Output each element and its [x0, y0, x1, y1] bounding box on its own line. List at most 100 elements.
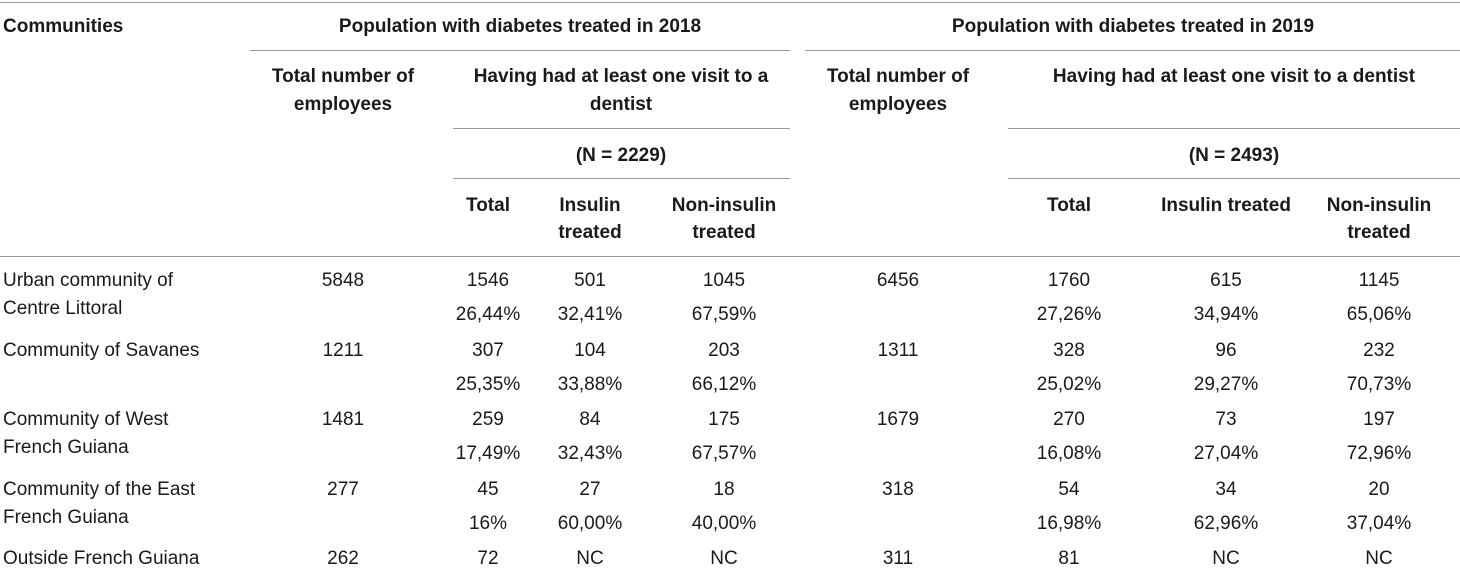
cell-ins-2018: 104 [574, 340, 606, 361]
header-total-2019: Total [1047, 195, 1091, 216]
cell-ins-2018: 27 [579, 479, 601, 500]
header-pop-2018: Population with diabetes treated in 2018 [338, 16, 702, 37]
cell-ins-2018-pct: 60,00% [557, 513, 623, 534]
cell-total-2019: 270 [1053, 409, 1085, 430]
header-communities: Communities [3, 16, 124, 37]
cell-non-2018: 18 [713, 479, 735, 500]
top-rule [0, 2, 1460, 3]
cell-total-2019-pct: 27,26% [1036, 304, 1102, 325]
community-name: Community of West [3, 409, 169, 430]
cell-non-2019-pct: 70,73% [1346, 374, 1412, 395]
cell-ins-2019: 96 [1215, 340, 1237, 361]
cell-ins-2018-pct: 32,41% [557, 304, 623, 325]
header-noninsulin-2018-l2: treated [692, 222, 756, 243]
header-noninsulin-2019-l2: treated [1347, 222, 1411, 243]
cell-ins-2018: 84 [579, 409, 601, 430]
header-insulin-2018-l1: Insulin [559, 195, 621, 216]
cell-total-2019-pct: 16,08% [1036, 443, 1102, 464]
header-n-2018: (N = 2229) [575, 145, 667, 166]
header-visit-2018-l1: Having had at least one visit to a [473, 66, 769, 87]
cell-emp-2018: 277 [327, 479, 359, 500]
header-employees-2019-l2: employees [848, 94, 948, 115]
cell-total-2019: 328 [1053, 340, 1085, 361]
cell-non-2019: 232 [1363, 340, 1395, 361]
cell-emp-2019: 311 [882, 548, 914, 569]
cell-non-2019: NC [1365, 548, 1393, 569]
community-name-cont: Centre Littoral [3, 298, 123, 319]
cell-non-2018: 1045 [702, 270, 746, 291]
cell-total-2018: 45 [477, 479, 499, 500]
cell-non-2019-pct: 37,04% [1346, 513, 1412, 534]
cell-ins-2019-pct: 62,96% [1193, 513, 1259, 534]
cell-ins-2019-pct: 29,27% [1193, 374, 1259, 395]
rule-2019-visit [1008, 128, 1460, 129]
cell-total-2018-pct: 25,35% [455, 374, 521, 395]
rule-2018-n [453, 178, 790, 179]
header-noninsulin-2018-l1: Non-insulin [671, 195, 777, 216]
cell-non-2019: 20 [1368, 479, 1390, 500]
header-total-2018: Total [466, 195, 510, 216]
cell-non-2019-pct: 72,96% [1346, 443, 1412, 464]
cell-total-2018-pct: 26,44% [455, 304, 521, 325]
cell-emp-2019: 1679 [876, 409, 920, 430]
cell-total-2019: 1760 [1047, 270, 1091, 291]
header-insulin-2019: Insulin treated [1161, 195, 1291, 216]
rule-2018-group [250, 50, 790, 51]
rule-2019-group [805, 50, 1460, 51]
cell-total-2018: 72 [477, 548, 499, 569]
header-bottom-rule [0, 256, 1460, 257]
header-insulin-2018-l2: treated [558, 222, 622, 243]
cell-total-2019-pct: 25,02% [1036, 374, 1102, 395]
header-employees-2019-l1: Total number of [826, 66, 970, 87]
community-name-cont: French Guiana [3, 507, 129, 528]
cell-non-2018: NC [710, 548, 738, 569]
cell-total-2018: 259 [472, 409, 504, 430]
header-employees-2018-l2: employees [293, 94, 393, 115]
header-n-2019: (N = 2493) [1188, 145, 1280, 166]
cell-non-2019: 197 [1363, 409, 1395, 430]
cell-non-2018-pct: 67,57% [691, 443, 757, 464]
cell-ins-2019-pct: 27,04% [1193, 443, 1259, 464]
cell-emp-2019: 1311 [877, 340, 919, 361]
cell-total-2018: 307 [472, 340, 504, 361]
community-name: Urban community of [3, 270, 174, 291]
cell-non-2018-pct: 67,59% [691, 304, 757, 325]
header-visit-2018-l2: dentist [589, 94, 653, 115]
header-pop-2019: Population with diabetes treated in 2019 [951, 16, 1315, 37]
header-visit-2019: Having had at least one visit to a denti… [1052, 66, 1416, 87]
cell-ins-2018-pct: 32,43% [557, 443, 623, 464]
cell-emp-2018: 1211 [322, 340, 364, 361]
cell-ins-2018: 501 [574, 270, 606, 291]
community-name: Outside French Guiana [3, 548, 200, 569]
header-noninsulin-2019-l1: Non-insulin [1326, 195, 1432, 216]
cell-non-2018: 175 [708, 409, 740, 430]
cell-ins-2018: NC [576, 548, 604, 569]
header-employees-2018-l1: Total number of [271, 66, 415, 87]
cell-total-2019: 81 [1058, 548, 1080, 569]
community-name: Community of the East [3, 479, 196, 500]
cell-non-2018: 203 [708, 340, 740, 361]
cell-emp-2018: 262 [327, 548, 359, 569]
cell-non-2018-pct: 40,00% [691, 513, 757, 534]
cell-emp-2018: 5848 [321, 270, 365, 291]
cell-ins-2019: NC [1212, 548, 1240, 569]
cell-ins-2019: 73 [1215, 409, 1237, 430]
cell-total-2018: 1546 [466, 270, 510, 291]
cell-total-2018-pct: 17,49% [455, 443, 521, 464]
cell-emp-2018: 1481 [321, 409, 365, 430]
cell-non-2018-pct: 66,12% [691, 374, 757, 395]
cell-non-2019: 1145 [1358, 270, 1400, 291]
community-name: Community of Savanes [3, 340, 200, 361]
community-name-cont: French Guiana [3, 437, 129, 458]
cell-ins-2019: 34 [1215, 479, 1237, 500]
cell-non-2019-pct: 65,06% [1346, 304, 1412, 325]
cell-total-2019-pct: 16,98% [1036, 513, 1102, 534]
cell-ins-2019: 615 [1210, 270, 1242, 291]
cell-emp-2019: 318 [882, 479, 914, 500]
cell-emp-2019: 6456 [876, 270, 920, 291]
cell-ins-2018-pct: 33,88% [557, 374, 623, 395]
cell-total-2019: 54 [1058, 479, 1080, 500]
cell-total-2018-pct: 16% [468, 513, 508, 534]
rule-2018-visit [453, 128, 790, 129]
cell-ins-2019-pct: 34,94% [1193, 304, 1259, 325]
